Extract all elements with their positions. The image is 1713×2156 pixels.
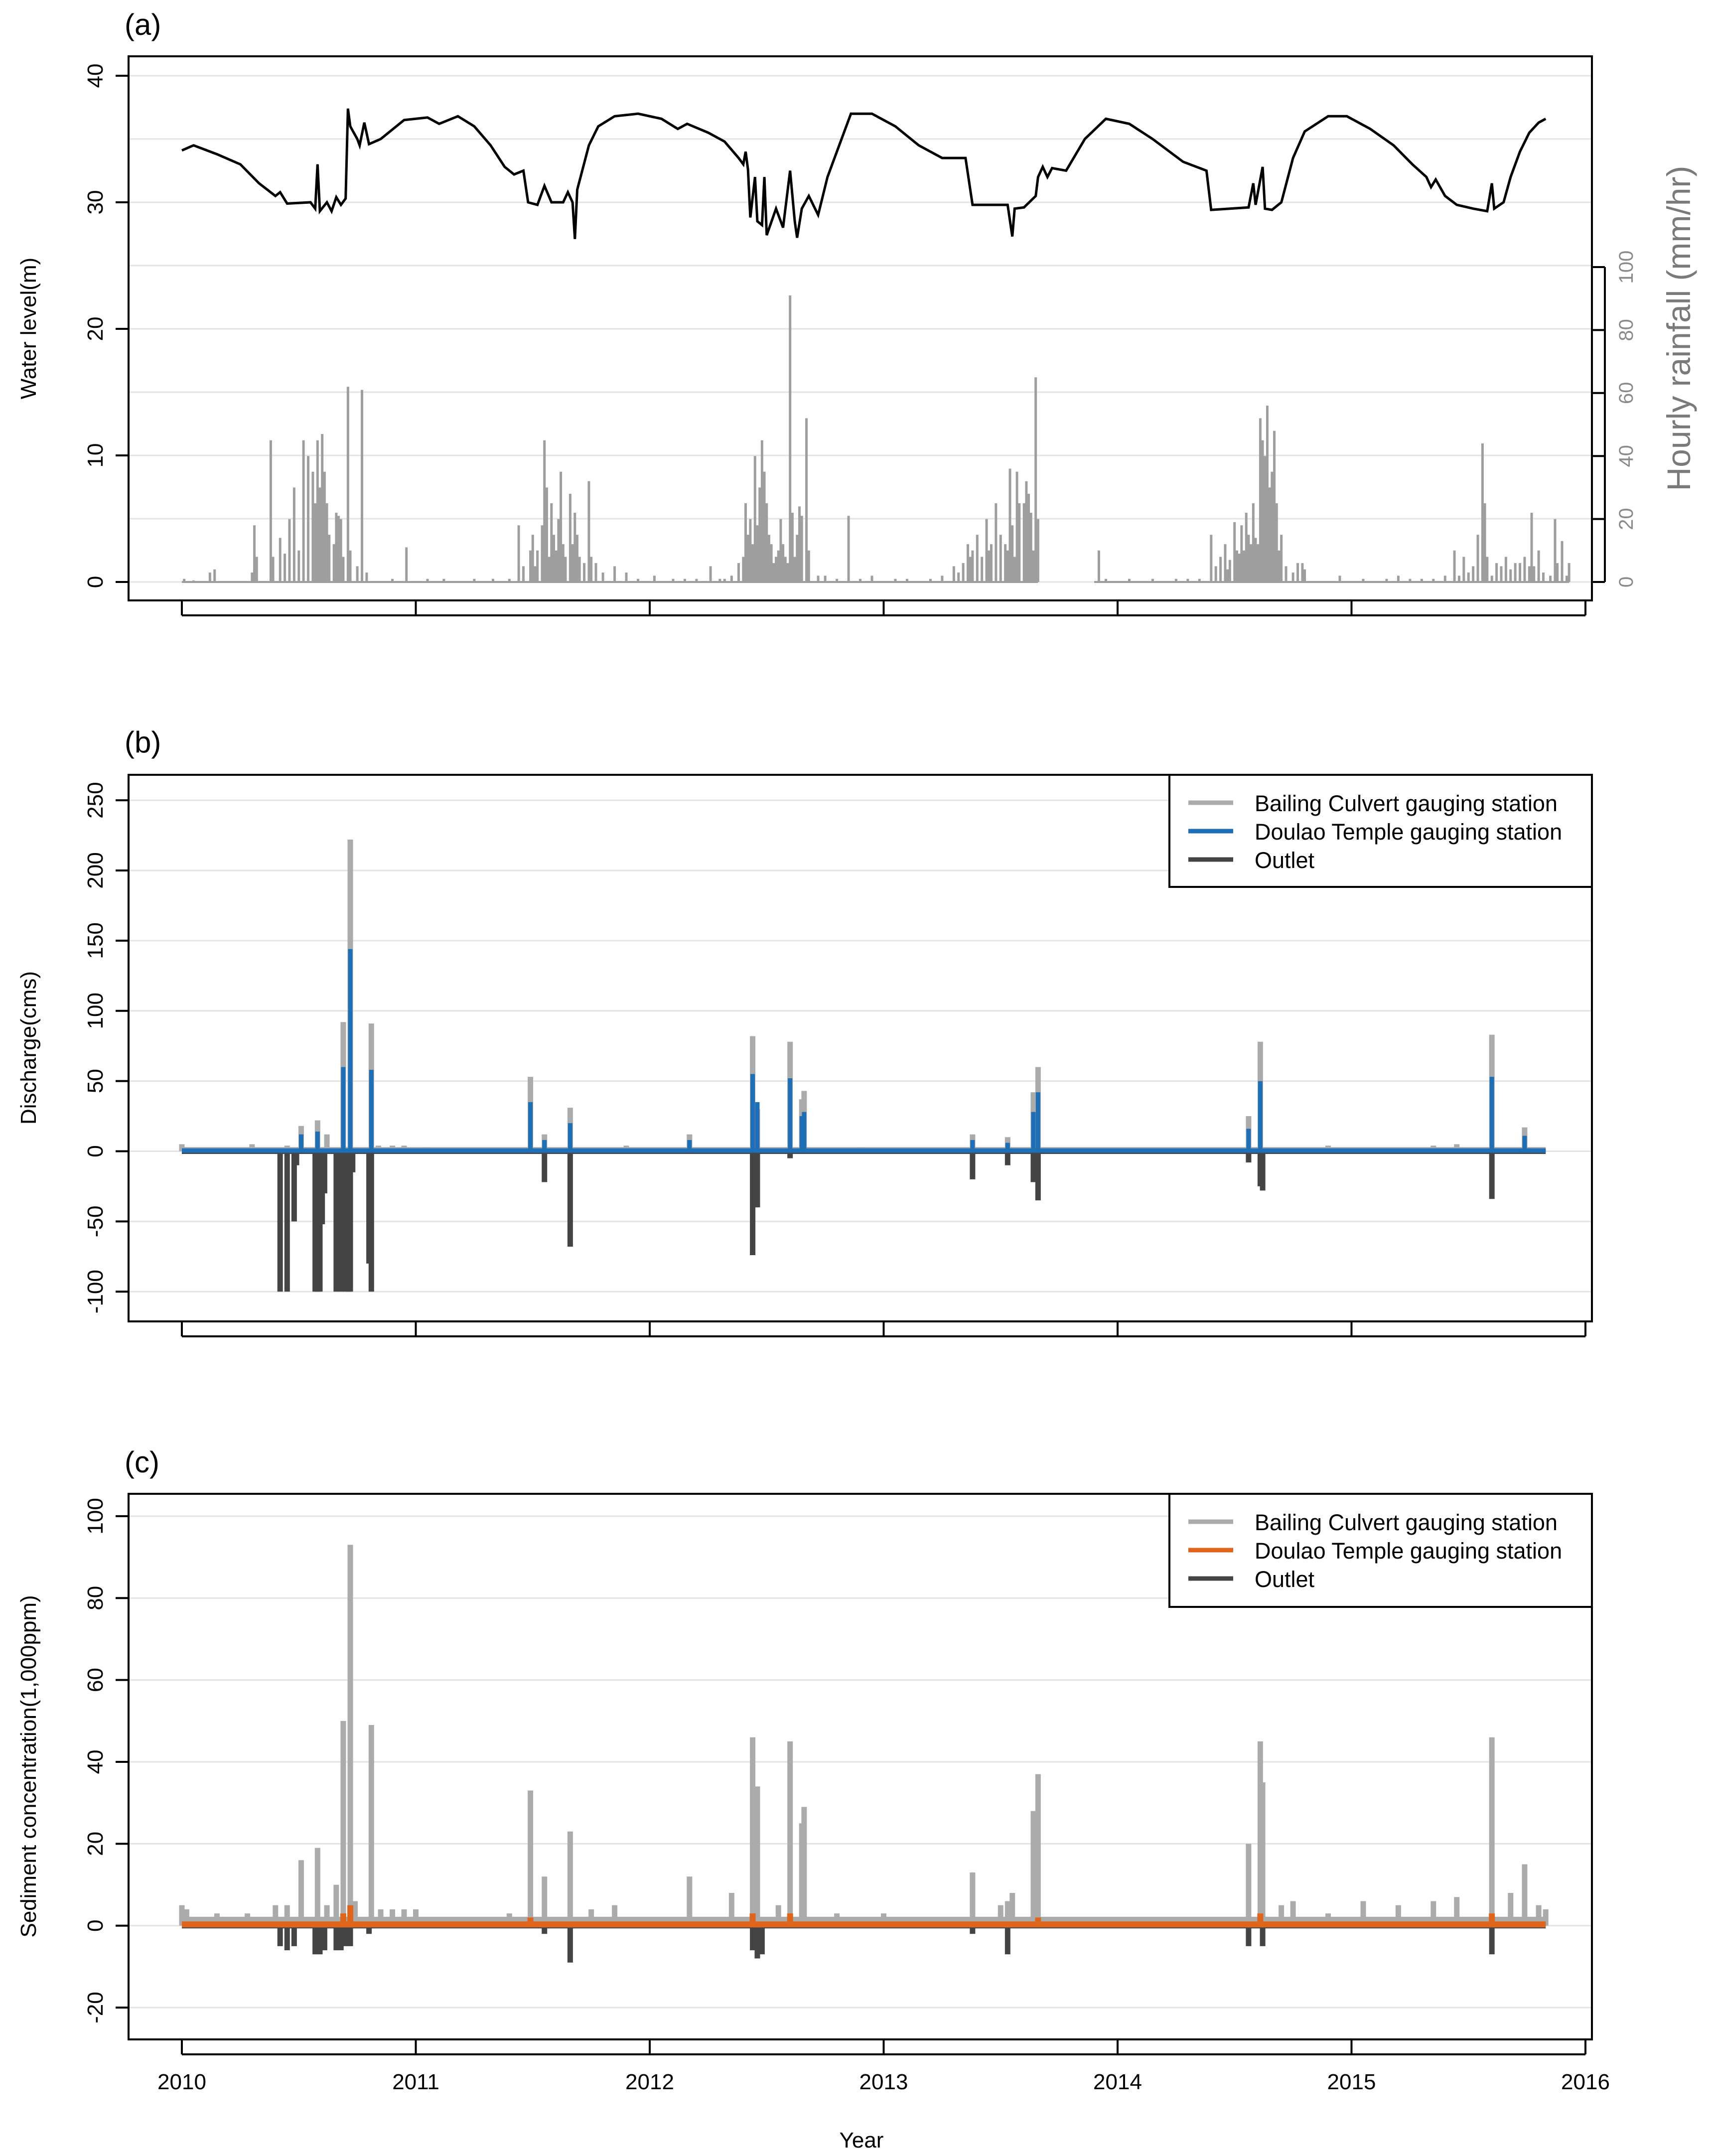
panel-a-label: (a) <box>125 8 161 41</box>
discharge-doulao_discharge-group <box>182 949 1546 1153</box>
panel-b-series <box>179 840 1546 1292</box>
legend-label-doulao: Doulao Temple gauging station <box>1255 819 1562 845</box>
panel-b-frame <box>128 774 1593 1322</box>
water-level-line <box>181 108 1547 239</box>
panel-c-legend: Bailing Culvert gauging station Doulao T… <box>1168 1493 1593 1608</box>
y2-tick-label-60: 60 <box>1615 382 1637 405</box>
x-tick-label-2011: 2011 <box>392 2070 439 2094</box>
panel-c-y-axis-title: Sediment concentration(1,000ppm) <box>16 1595 41 1937</box>
legend-label-outlet: Outlet <box>1255 1567 1315 1592</box>
panel-b-label: (b) <box>125 725 161 759</box>
panel-a-rainfall-axis-title: Hourly rainfall (mm/hr) <box>1660 166 1697 491</box>
panel-a-x-axis <box>181 600 1586 616</box>
legend-label-bailing: Bailing Culvert gauging station <box>1255 791 1558 816</box>
panel-c-sediment: (c) -20 0 20 40 60 80 100 2010 2011 2012 2013 2014… <box>16 1445 1610 2153</box>
panel-a-water-level-rainfall: (a) 0 10 20 30 40 0 20 40 60 80 100 Water level(m… <box>16 8 1697 616</box>
y-tick-label-c-0: 0 <box>83 1920 108 1932</box>
y-tick-label-b--100: -100 <box>83 1270 108 1313</box>
panel-c-legend-box <box>1168 1493 1593 1608</box>
panel-c-y-axis: -20 0 20 40 60 80 100 <box>83 1498 129 2023</box>
panel-b-y-axis-title: Discharge(cms) <box>16 971 41 1125</box>
legend-label-doulao: Doulao Temple gauging station <box>1255 1538 1562 1564</box>
panel-b-y-axis: -100 -50 0 50 100 150 200 250 <box>83 782 129 1313</box>
y-tick-label-b-50: 50 <box>83 1069 108 1093</box>
y-tick-label-a-30: 30 <box>83 190 108 215</box>
y-tick-label-a-0: 0 <box>83 576 108 588</box>
y-tick-label-c-80: 80 <box>83 1586 108 1610</box>
y-tick-label-b-250: 250 <box>83 782 108 818</box>
y-tick-label-a-10: 10 <box>83 443 108 468</box>
x-tick-label-2014: 2014 <box>1093 2070 1142 2094</box>
panel-a-y-axis: 0 10 20 30 40 <box>83 64 129 588</box>
y-tick-label-c-20: 20 <box>83 1832 108 1856</box>
legend-label-outlet: Outlet <box>1255 848 1315 873</box>
panel-b-legend-box <box>1168 774 1593 888</box>
y-tick-label-c-100: 100 <box>83 1498 108 1534</box>
x-axis-title: Year <box>840 2128 884 2153</box>
x-tick-label-2013: 2013 <box>859 2070 908 2094</box>
y-tick-label-c--20: -20 <box>83 1992 108 2023</box>
panel-c-x-axis: 2010 2011 2012 2013 2014 2015 2016 <box>157 2039 1610 2094</box>
y-tick-label-b-200: 200 <box>83 852 108 888</box>
panel-b-discharge: (b) -100 -50 0 50 100 150 200 250 Discharge(cms… <box>16 725 1593 1337</box>
y-tick-label-b-100: 100 <box>83 993 108 1029</box>
panel-a-rainfall-axis: 0 20 40 60 80 100 <box>1592 251 1637 587</box>
panel-b-legend: Bailing Culvert gauging station Doulao T… <box>1168 774 1593 888</box>
y2-tick-label-80: 80 <box>1615 319 1637 341</box>
y2-tick-label-100: 100 <box>1615 251 1637 284</box>
y2-tick-label-0: 0 <box>1615 576 1637 587</box>
y-tick-label-c-40: 40 <box>83 1750 108 1774</box>
y2-tick-label-20: 20 <box>1615 508 1637 530</box>
x-tick-label-2016: 2016 <box>1561 2070 1610 2094</box>
y-tick-label-c-60: 60 <box>83 1668 108 1692</box>
panel-c-series <box>179 1545 1549 1963</box>
y-tick-label-b-150: 150 <box>83 922 108 959</box>
legend-label-bailing: Bailing Culvert gauging station <box>1255 1510 1558 1535</box>
y-tick-label-b--50: -50 <box>83 1206 108 1238</box>
panel-b-x-axis <box>181 1321 1586 1337</box>
sediment-doulao_sediment-group <box>182 1905 1546 1928</box>
y-tick-label-b-0: 0 <box>83 1145 108 1157</box>
rainfall-bars <box>182 295 1570 583</box>
panel-a-y-axis-title: Water level(m) <box>16 258 41 399</box>
panel-c-label: (c) <box>125 1445 159 1479</box>
y-tick-label-a-20: 20 <box>83 317 108 341</box>
y2-tick-label-40: 40 <box>1615 445 1637 467</box>
y-tick-label-a-40: 40 <box>83 64 108 88</box>
x-tick-label-2010: 2010 <box>157 2070 206 2094</box>
panel-c-frame <box>128 1493 1593 2040</box>
x-tick-label-2012: 2012 <box>625 2070 674 2094</box>
x-tick-label-2015: 2015 <box>1327 2070 1376 2094</box>
